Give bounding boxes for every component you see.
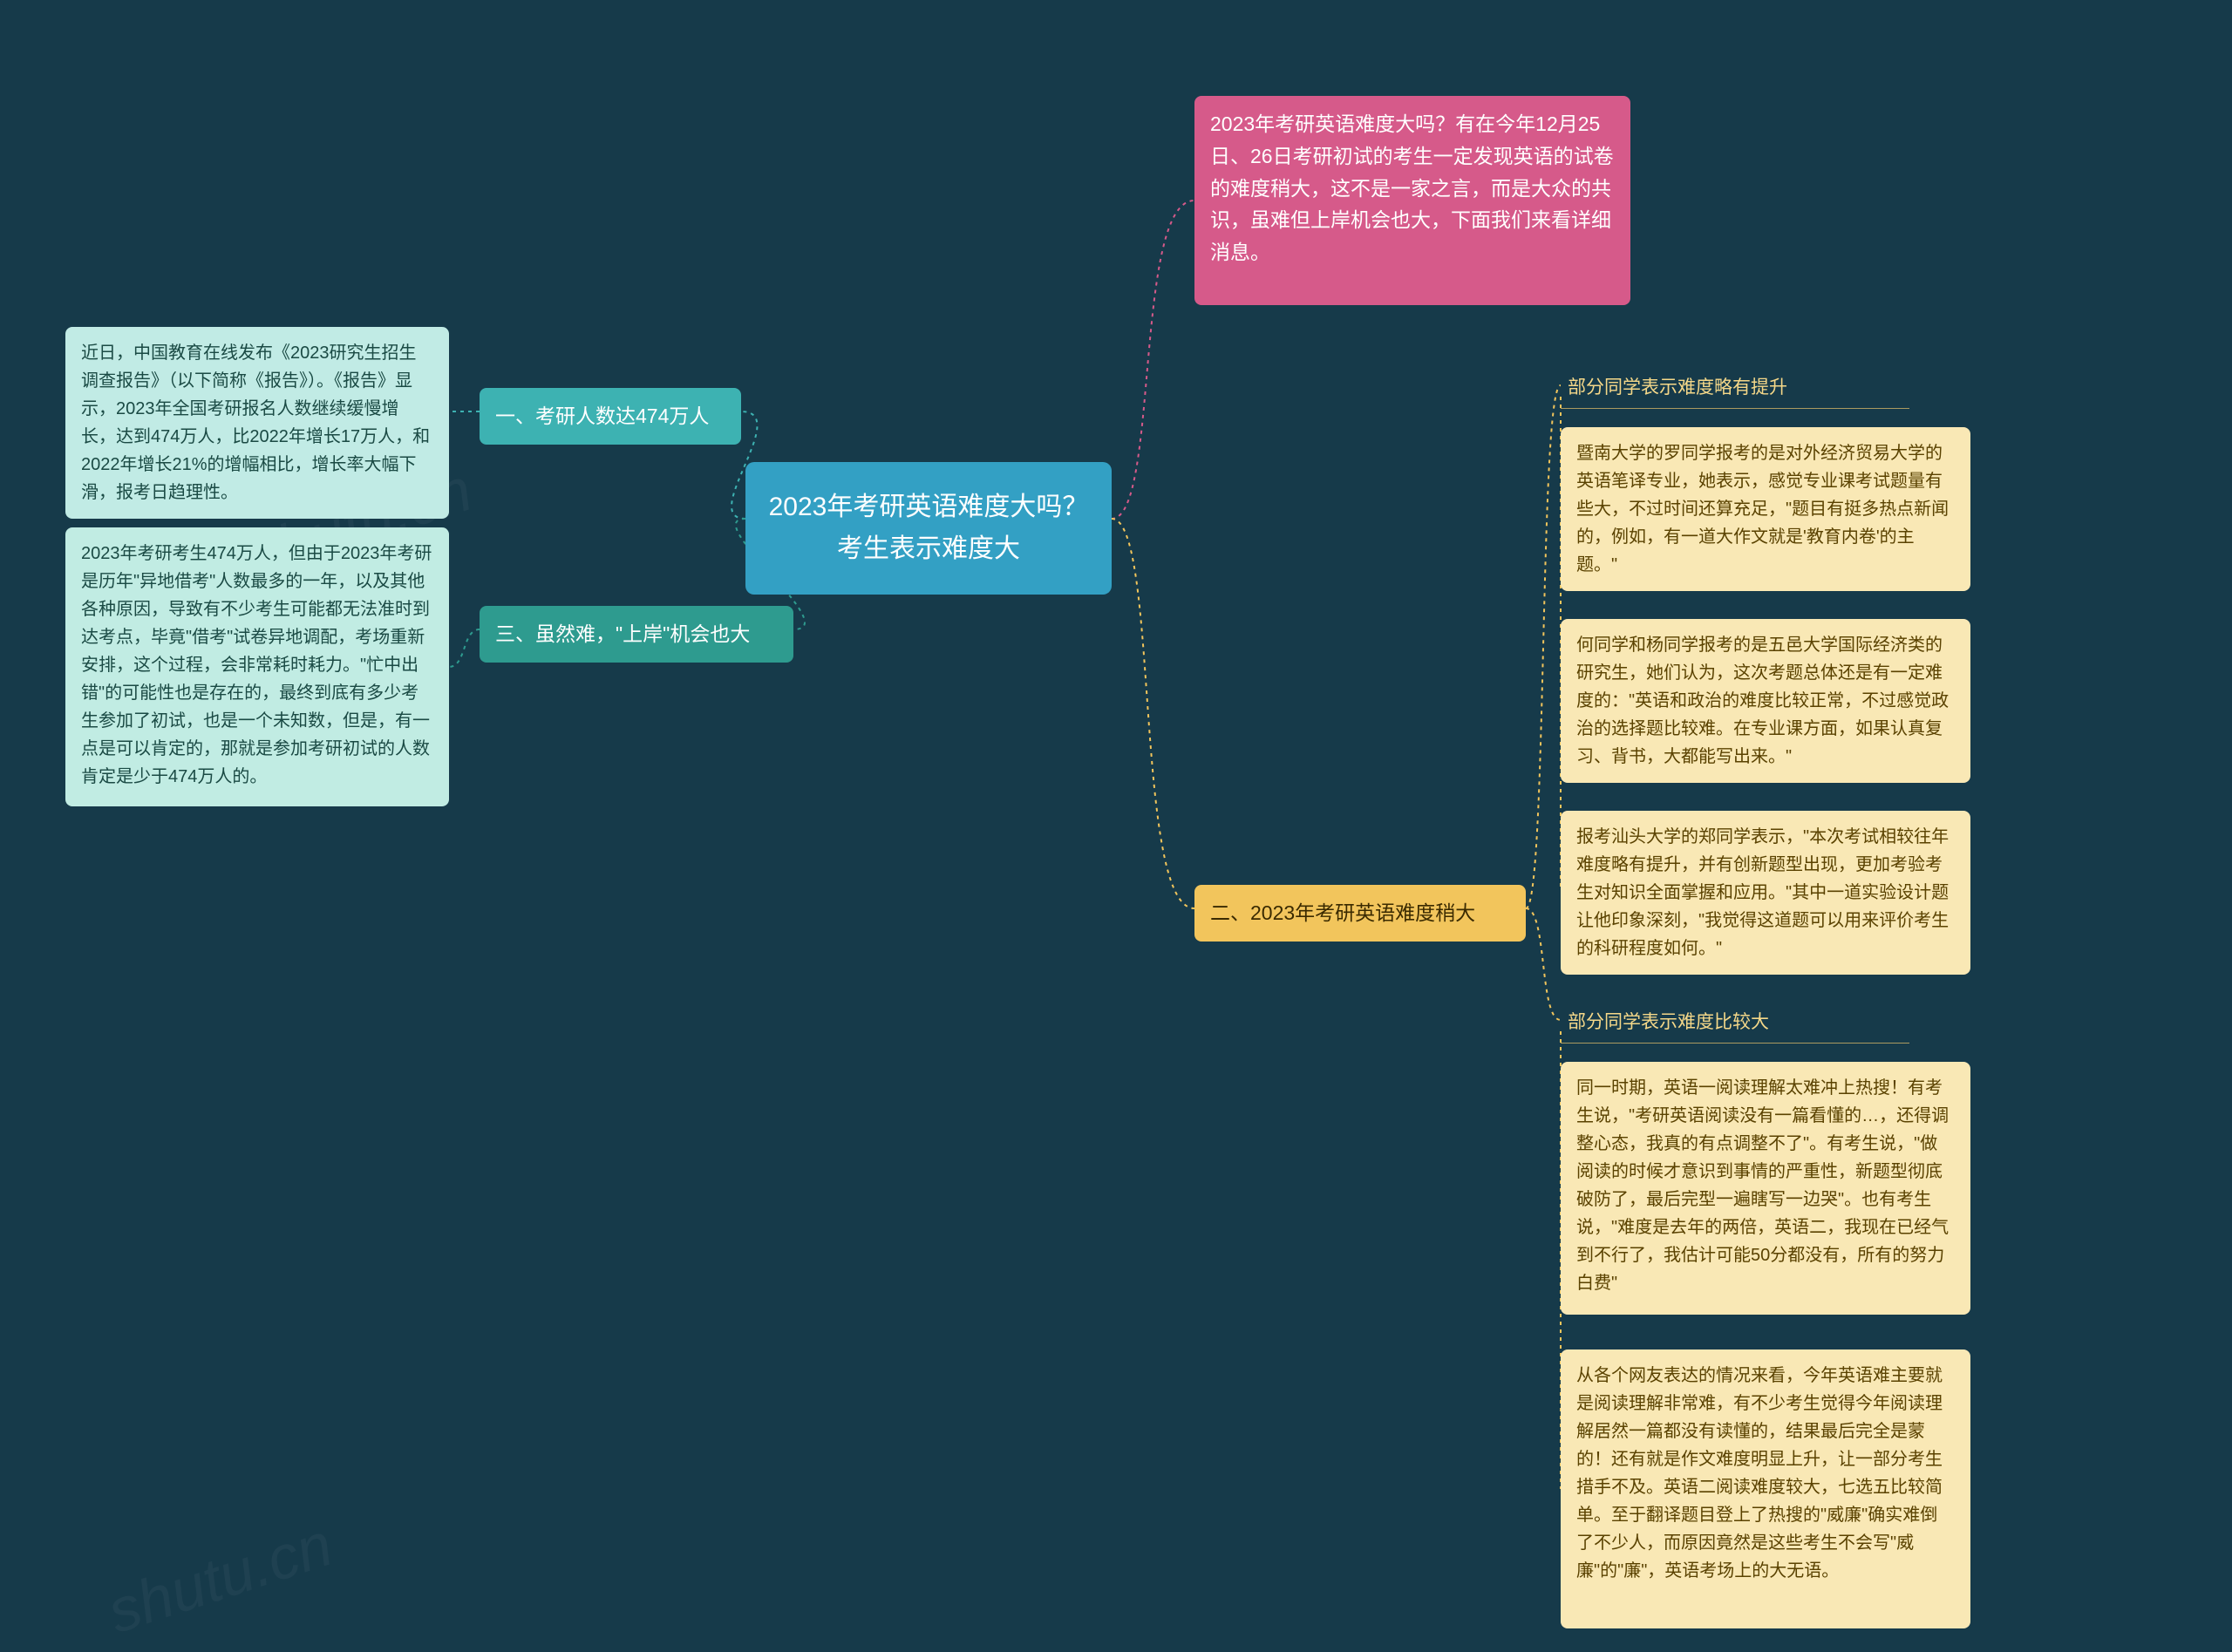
branch-2-leaf: 暨南大学的罗同学报考的是对外经济贸易大学的英语笔译专业，她表示，感觉专业课考试题… [1561, 427, 1970, 591]
root-node: 2023年考研英语难度大吗？考生表示难度大 [745, 462, 1112, 595]
connector [1526, 908, 1561, 1020]
connector [449, 629, 480, 667]
intro-node: 2023年考研英语难度大吗？有在今年12月25日、26日考研初试的考生一定发现英… [1194, 96, 1630, 305]
branch-2-group-heading: 部分同学表示难度比较大 [1561, 1003, 1909, 1044]
branch-1-leaf: 近日，中国教育在线发布《2023研究生招生调查报告》（以下简称《报告》）。《报告… [65, 327, 449, 519]
branch-3-node: 三、虽然难，"上岸"机会也大 [480, 606, 793, 663]
connector [1112, 201, 1194, 519]
branch-2-leaf: 同一时期，英语一阅读理解太难冲上热搜！有考生说，"考研英语阅读没有一篇看懂的…，… [1561, 1062, 1970, 1315]
branch-3-leaf: 2023年考研考生474万人，但由于2023年考研是历年"异地借考"人数最多的一… [65, 527, 449, 806]
branch-2-leaf: 何同学和杨同学报考的是五邑大学国际经济类的研究生，她们认为，这次考题总体还是有一… [1561, 619, 1970, 783]
connector [1526, 385, 1561, 908]
watermark: shutu.cn [99, 1509, 340, 1647]
branch-2-group-heading: 部分同学表示难度略有提升 [1561, 368, 1909, 409]
branch-2-leaf: 从各个网友表达的情况来看，今年英语难主要就是阅读理解非常难，有不少考生觉得今年阅… [1561, 1349, 1970, 1628]
branch-2-node: 二、2023年考研英语难度稍大 [1194, 885, 1526, 942]
branch-1-node: 一、考研人数达474万人 [480, 388, 741, 445]
branch-2-leaf: 报考汕头大学的郑同学表示，"本次考试相较往年难度略有提升，并有创新题型出现，更加… [1561, 811, 1970, 975]
connector [1112, 519, 1194, 908]
